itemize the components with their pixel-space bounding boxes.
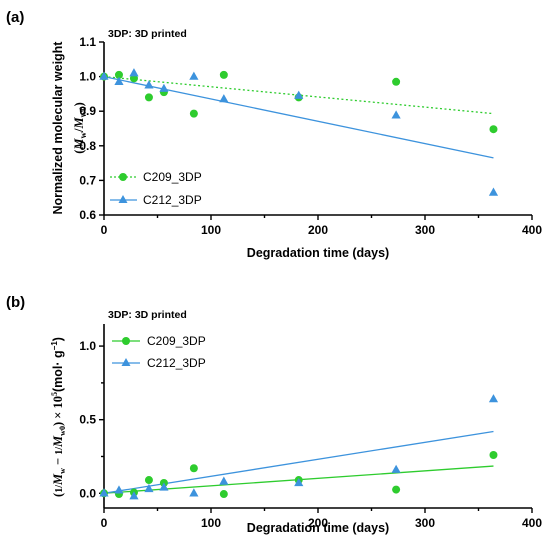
panel-a: (a) 3DP: 3D printed 0 100 200 300 4000.60.70… xyxy=(6,9,542,260)
data-point-triangle xyxy=(159,83,169,92)
data-point-triangle xyxy=(219,94,229,103)
legend-label-c212: C212_3DP xyxy=(147,356,206,370)
legend-item-c209: C209_3DP xyxy=(112,334,206,348)
panel-b-y-axis-title: (1/Mw − 1/Mw0) × 105(mol· g−1) xyxy=(50,337,67,497)
data-point-circle xyxy=(189,464,198,473)
data-point-triangle xyxy=(391,464,401,473)
y-tick-label: 0.5 xyxy=(79,413,96,427)
legend-item-c212: C212_3DP xyxy=(112,356,206,370)
data-point-circle xyxy=(144,93,153,102)
legend-item-c209: C209_3DP xyxy=(110,170,202,184)
data-point-triangle xyxy=(129,491,139,500)
panel-b-title: 3DP: 3D printed xyxy=(108,309,187,321)
panel-b-label: (b) xyxy=(6,294,25,311)
legend-label-c212: C212_3DP xyxy=(143,193,202,207)
x-tick-label: 300 xyxy=(415,223,435,237)
panel-b: (b) 3DP: 3D printed 0 100 200 300 400 0.0 0.5 1… xyxy=(6,294,542,535)
data-point-circle xyxy=(144,476,153,485)
legend-marker-circle xyxy=(119,173,127,181)
data-point-triangle xyxy=(99,71,109,80)
y-tick-label: 0.9 xyxy=(79,104,96,118)
data-point-triangle xyxy=(391,110,401,119)
panel-a-fit-lines xyxy=(103,75,494,159)
y-tick-label: 1.0 xyxy=(79,70,96,84)
legend-marker-triangle xyxy=(121,358,131,366)
data-point-triangle xyxy=(114,76,124,85)
data-point-circle xyxy=(189,109,198,118)
data-point-circle xyxy=(489,451,498,460)
data-point-triangle xyxy=(144,80,154,89)
data-point-triangle xyxy=(488,187,499,196)
data-point-triangle xyxy=(99,488,109,497)
y-tick-label: 1.1 xyxy=(79,35,96,49)
y-tick-label: 0.0 xyxy=(79,486,96,500)
panel-b-points xyxy=(99,394,499,500)
data-point-circle xyxy=(219,70,228,79)
data-point-triangle xyxy=(294,477,304,487)
legend-label-c209: C209_3DP xyxy=(147,334,206,348)
panel-a-legend: C209_3DP C212_3DP xyxy=(110,170,202,207)
y-tick-label: 0.7 xyxy=(79,173,96,187)
y-tick-label: 1.0 xyxy=(79,339,96,353)
legend-label-c209: C209_3DP xyxy=(143,170,202,184)
x-tick-label: 200 xyxy=(308,516,328,530)
data-point-circle xyxy=(219,490,228,499)
y-tick-label: 0.6 xyxy=(79,208,96,222)
data-point-circle xyxy=(392,77,401,86)
panel-a-title: 3DP: 3D printed xyxy=(108,28,187,40)
fit-line-c212-3dp xyxy=(103,430,494,494)
x-tick-label: 100 xyxy=(201,516,221,530)
y-tick-label: 0.8 xyxy=(79,139,96,153)
panel-a-x-axis-title: Degradation time (days) xyxy=(247,246,389,260)
panel-a-label: (a) xyxy=(6,9,24,26)
legend-item-c212: C212_3DP xyxy=(110,193,202,207)
x-tick-label: 0 xyxy=(101,223,108,237)
legend-marker-triangle xyxy=(118,195,128,203)
x-tick-label: 400 xyxy=(522,516,542,530)
x-tick-label: 0 xyxy=(101,516,108,530)
panel-a-y-axis-title: Normalized molecular weight xyxy=(51,41,65,215)
data-point-triangle xyxy=(189,488,199,497)
data-point-triangle xyxy=(144,483,154,493)
data-point-circle xyxy=(114,70,123,79)
x-tick-label: 300 xyxy=(415,516,435,530)
data-point-triangle xyxy=(129,68,139,77)
data-point-triangle xyxy=(219,476,229,485)
data-point-circle xyxy=(489,125,498,134)
data-point-triangle xyxy=(189,71,199,80)
panel-b-axes: 0 100 200 300 400 0.0 0.5 1.0 xyxy=(79,324,542,530)
data-point-triangle xyxy=(294,90,304,99)
panel-a-points xyxy=(99,68,499,196)
data-point-triangle xyxy=(159,482,169,491)
panel-b-legend: C209_3DP C212_3DP xyxy=(112,334,206,370)
panel-a-axes: 0 100 200 300 400 0.6 0.7 0.8 0.9 1.0 1.1 xyxy=(79,35,542,237)
data-point-triangle xyxy=(488,394,499,403)
panel-a-y-axis-subtitle: (Mw/Mw0) xyxy=(72,102,88,154)
x-tick-label: 100 xyxy=(201,223,221,237)
fit-line-c212-3dp xyxy=(103,75,494,159)
x-tick-label: 200 xyxy=(308,223,328,237)
data-point-circle xyxy=(392,485,401,494)
data-point-triangle xyxy=(114,485,124,494)
x-tick-label: 400 xyxy=(522,223,542,237)
legend-marker-circle xyxy=(122,337,130,345)
panel-b-x-axis-title: Degradation time (days) xyxy=(247,521,389,535)
